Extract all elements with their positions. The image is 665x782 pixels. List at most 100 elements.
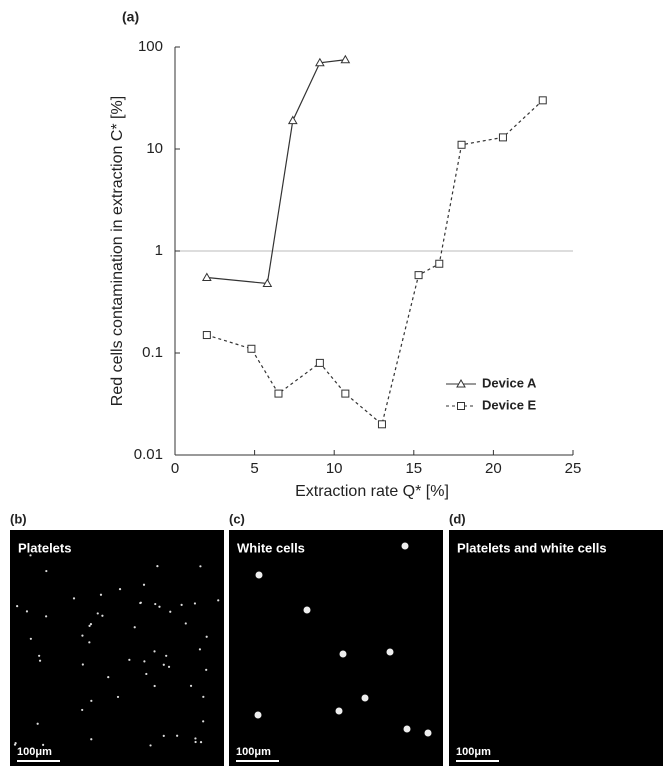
y-axis-label: Red cells contamination in extraction C*… <box>109 96 126 406</box>
platelet <box>101 615 103 617</box>
marker <box>415 272 422 279</box>
platelet <box>158 606 160 608</box>
platelet <box>26 610 28 612</box>
y-tick-label: 10 <box>146 140 163 157</box>
panel-title: White cells <box>237 540 305 555</box>
platelet <box>154 685 156 687</box>
platelet <box>199 565 201 567</box>
series-line <box>207 60 346 284</box>
white-cell <box>387 649 394 656</box>
platelet <box>143 660 145 662</box>
platelet <box>81 709 83 711</box>
platelet <box>153 650 155 652</box>
marker <box>342 390 349 397</box>
micrograph <box>449 530 663 766</box>
platelet <box>107 676 109 678</box>
marker <box>436 260 443 267</box>
platelet <box>39 660 41 662</box>
platelet <box>200 741 202 743</box>
platelet <box>194 741 196 743</box>
panel-title: Platelets and white cells <box>457 540 607 555</box>
marker <box>203 273 211 280</box>
platelet <box>16 605 18 607</box>
y-tick-label: 0.01 <box>134 446 163 463</box>
platelet <box>90 623 92 625</box>
x-tick-label: 0 <box>171 460 179 477</box>
platelet <box>176 735 178 737</box>
white-cell <box>340 651 347 658</box>
platelet <box>81 635 83 637</box>
marker <box>499 134 506 141</box>
legend-label: Device E <box>482 397 537 412</box>
platelet <box>169 611 171 613</box>
panel-label: (d) <box>449 511 466 526</box>
platelet <box>206 636 208 638</box>
scale-label: 100μm <box>236 746 271 758</box>
platelet <box>15 742 17 744</box>
marker <box>289 117 297 124</box>
platelet <box>154 603 156 605</box>
panel-label: (a) <box>122 9 139 25</box>
platelet <box>45 615 47 617</box>
platelet <box>194 737 196 739</box>
micrograph <box>10 530 224 766</box>
white-cell <box>255 712 262 719</box>
platelet <box>202 720 204 722</box>
y-tick-label: 0.1 <box>142 344 163 361</box>
platelet <box>168 666 170 668</box>
x-tick-label: 10 <box>326 460 343 477</box>
platelet <box>165 655 167 657</box>
x-tick-label: 20 <box>485 460 502 477</box>
platelet <box>73 597 75 599</box>
platelet <box>217 599 219 601</box>
platelet <box>134 626 136 628</box>
marker <box>275 390 282 397</box>
marker <box>539 97 546 104</box>
platelet <box>145 673 147 675</box>
x-tick-label: 15 <box>405 460 422 477</box>
panel-label: (b) <box>10 511 27 526</box>
platelet <box>117 696 119 698</box>
platelet <box>163 664 165 666</box>
x-tick-label: 5 <box>250 460 258 477</box>
platelet <box>97 612 99 614</box>
platelet <box>82 663 84 665</box>
white-cell <box>256 572 263 579</box>
platelet <box>205 669 207 671</box>
platelet <box>149 744 151 746</box>
micrograph <box>229 530 443 766</box>
scale-label: 100μm <box>456 746 491 758</box>
marker <box>316 359 323 366</box>
platelet <box>119 588 121 590</box>
platelet <box>88 641 90 643</box>
white-cell <box>404 726 411 733</box>
platelet <box>45 570 47 572</box>
platelet <box>185 622 187 624</box>
marker <box>458 141 465 148</box>
y-tick-label: 1 <box>155 242 163 259</box>
figure: (a) Extraction rate Q* [%] Red cells con… <box>0 0 665 777</box>
platelet <box>199 648 201 650</box>
panel-title: Platelets <box>18 540 71 555</box>
platelet <box>190 685 192 687</box>
x-tick-label: 25 <box>565 460 582 477</box>
scale-label: 100μm <box>17 746 52 758</box>
marker <box>378 421 385 428</box>
platelet <box>90 700 92 702</box>
platelet <box>163 735 165 737</box>
marker <box>248 345 255 352</box>
x-axis-label: Extraction rate Q* [%] <box>295 483 449 500</box>
white-cell <box>425 730 432 737</box>
platelet <box>100 594 102 596</box>
marker <box>203 332 210 339</box>
marker <box>341 56 349 63</box>
panel-label: (c) <box>229 511 245 526</box>
platelet <box>202 696 204 698</box>
platelet <box>143 584 145 586</box>
platelet <box>37 723 39 725</box>
platelet <box>90 738 92 740</box>
platelet <box>38 655 40 657</box>
platelet <box>194 602 196 604</box>
platelet <box>156 565 158 567</box>
white-cell <box>304 607 311 614</box>
